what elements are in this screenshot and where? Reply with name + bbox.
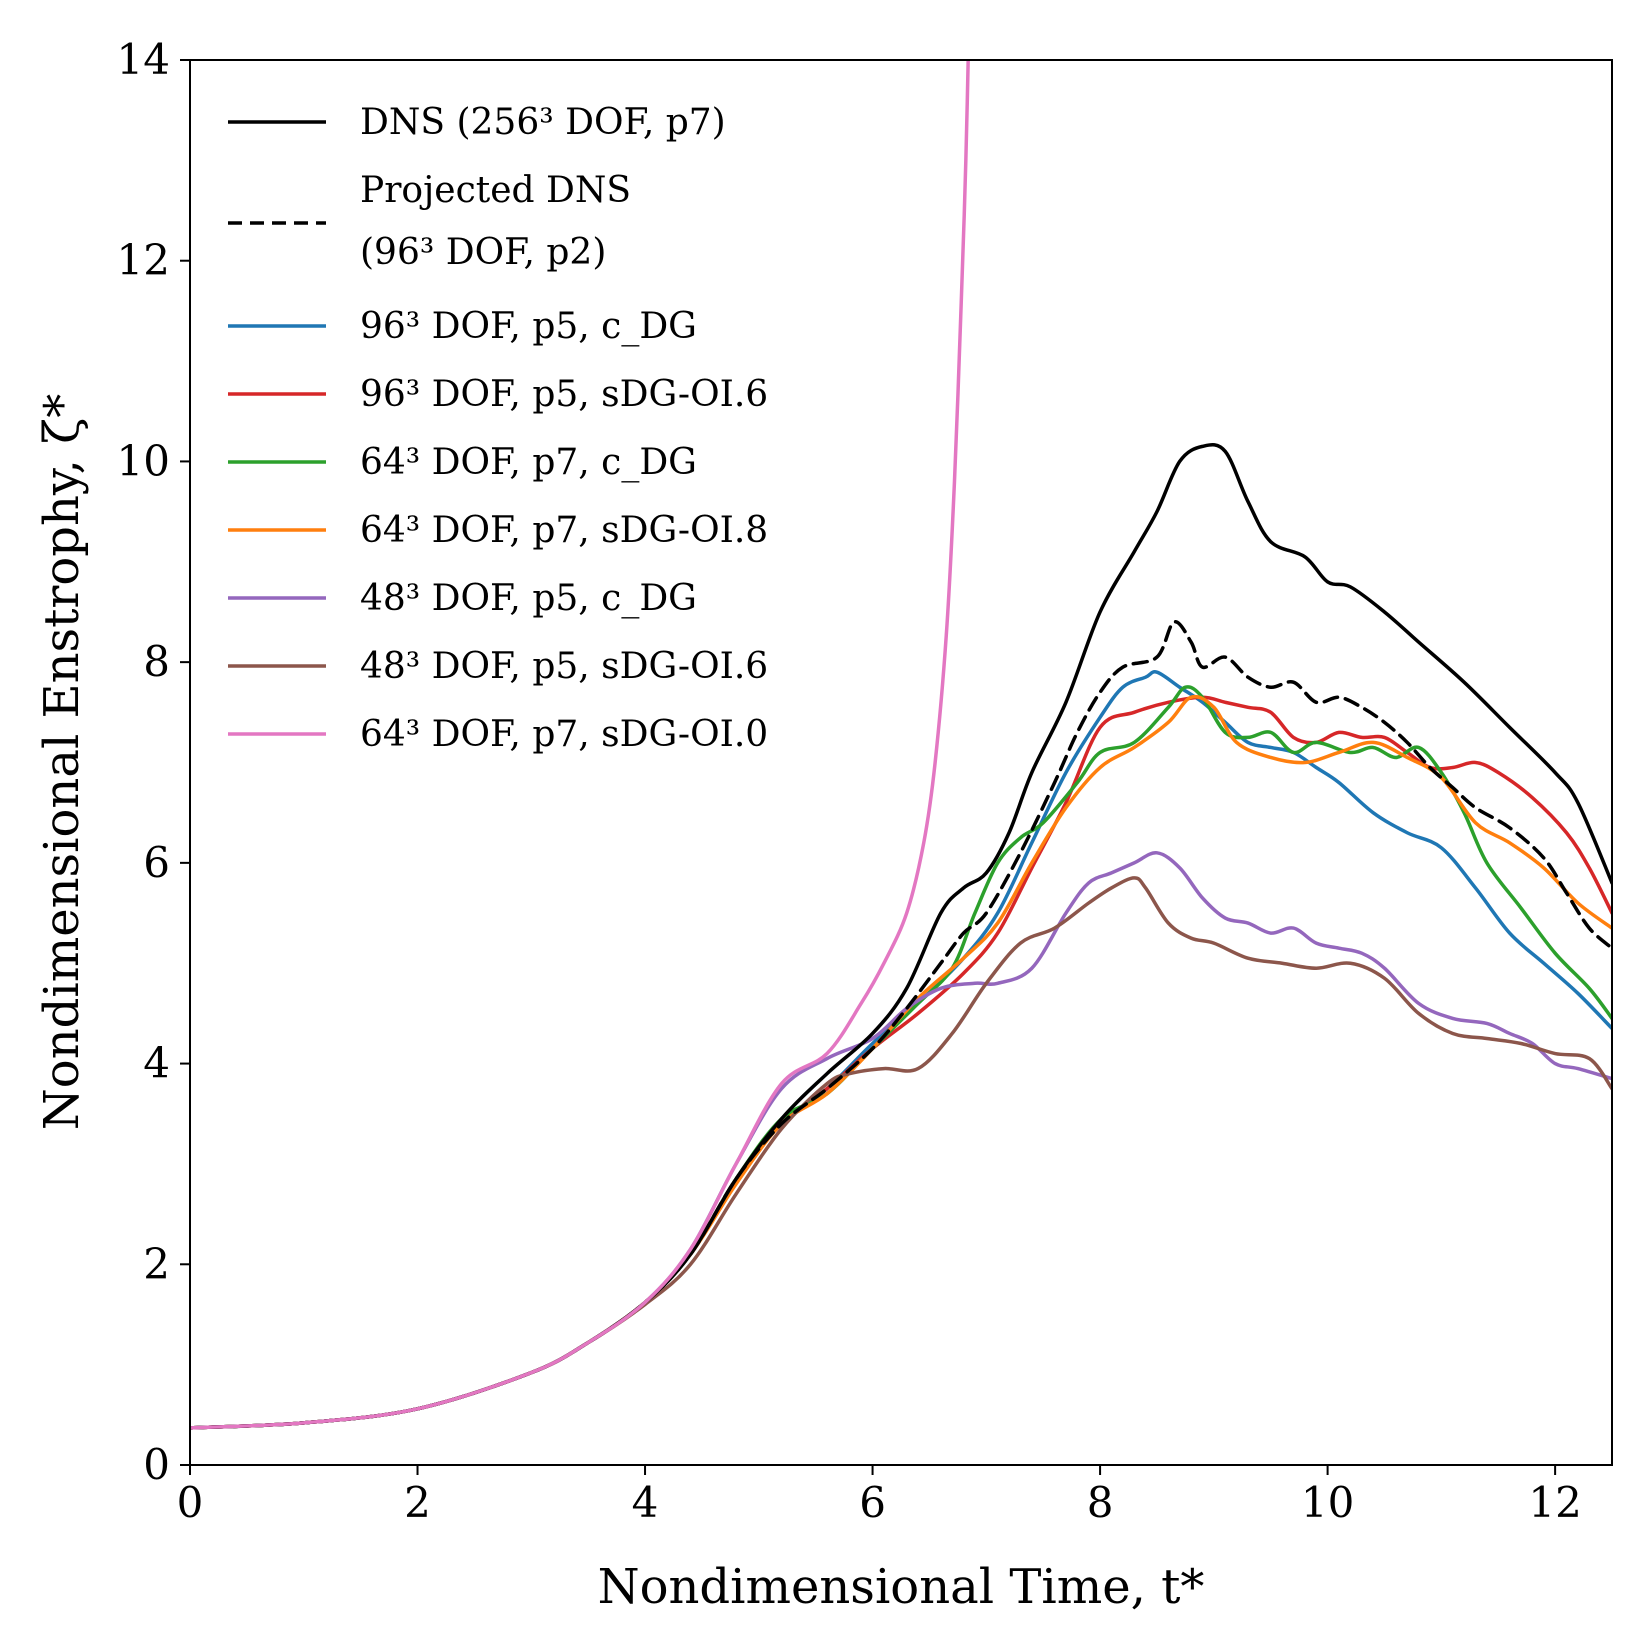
x-tick-label: 4	[632, 1478, 659, 1527]
series-line	[190, 685, 1612, 1430]
series-line	[190, 694, 1612, 1430]
x-axis-label: Nondimensional Time, t*	[598, 1559, 1205, 1615]
series-line	[190, 695, 1612, 1430]
y-axis-label: Nondimensional Enstrophy, ζ*	[34, 394, 90, 1130]
legend-label: 96³ DOF, p5, c_DG	[360, 306, 697, 347]
y-tick-label: 6	[143, 838, 170, 887]
legend-label: 48³ DOF, p5, sDG-OI.6	[360, 646, 768, 687]
legend-label: 64³ DOF, p7, sDG-OI.8	[360, 510, 768, 551]
x-tick-label: 2	[404, 1478, 431, 1527]
y-tick-label: 2	[143, 1239, 170, 1288]
y-tick-label: 4	[143, 1039, 170, 1088]
series-line	[190, 60, 970, 1430]
plot-frame	[189, 59, 1613, 1466]
x-tick-label: 0	[177, 1478, 204, 1527]
x-tick-label: 8	[1087, 1478, 1114, 1527]
series-line	[190, 876, 1612, 1430]
x-tick-label: 6	[859, 1478, 886, 1527]
x-tick-label: 12	[1528, 1478, 1581, 1527]
x-tick-label: 10	[1301, 1478, 1354, 1527]
legend-label: 64³ DOF, p7, c_DG	[360, 442, 697, 483]
legend-label: (96³ DOF, p2)	[360, 232, 606, 273]
legend-label: 64³ DOF, p7, sDG-OI.0	[360, 714, 768, 755]
legend-label: DNS (256³ DOF, p7)	[360, 102, 726, 143]
y-tick-label: 10	[117, 436, 170, 485]
legend-label: 96³ DOF, p5, sDG-OI.6	[360, 374, 768, 415]
legend: DNS (256³ DOF, p7) Projected DNS (96³ DOF,…	[228, 102, 768, 755]
y-tick-label: 12	[117, 236, 170, 285]
y-tick-label: 8	[143, 637, 170, 686]
legend-label: Projected DNS	[360, 170, 631, 211]
series-line	[190, 851, 1612, 1430]
y-tick-label: 0	[143, 1440, 170, 1489]
series-line	[190, 670, 1612, 1430]
legend-label: 48³ DOF, p5, c_DG	[360, 578, 697, 619]
y-tick-label: 14	[117, 35, 170, 84]
